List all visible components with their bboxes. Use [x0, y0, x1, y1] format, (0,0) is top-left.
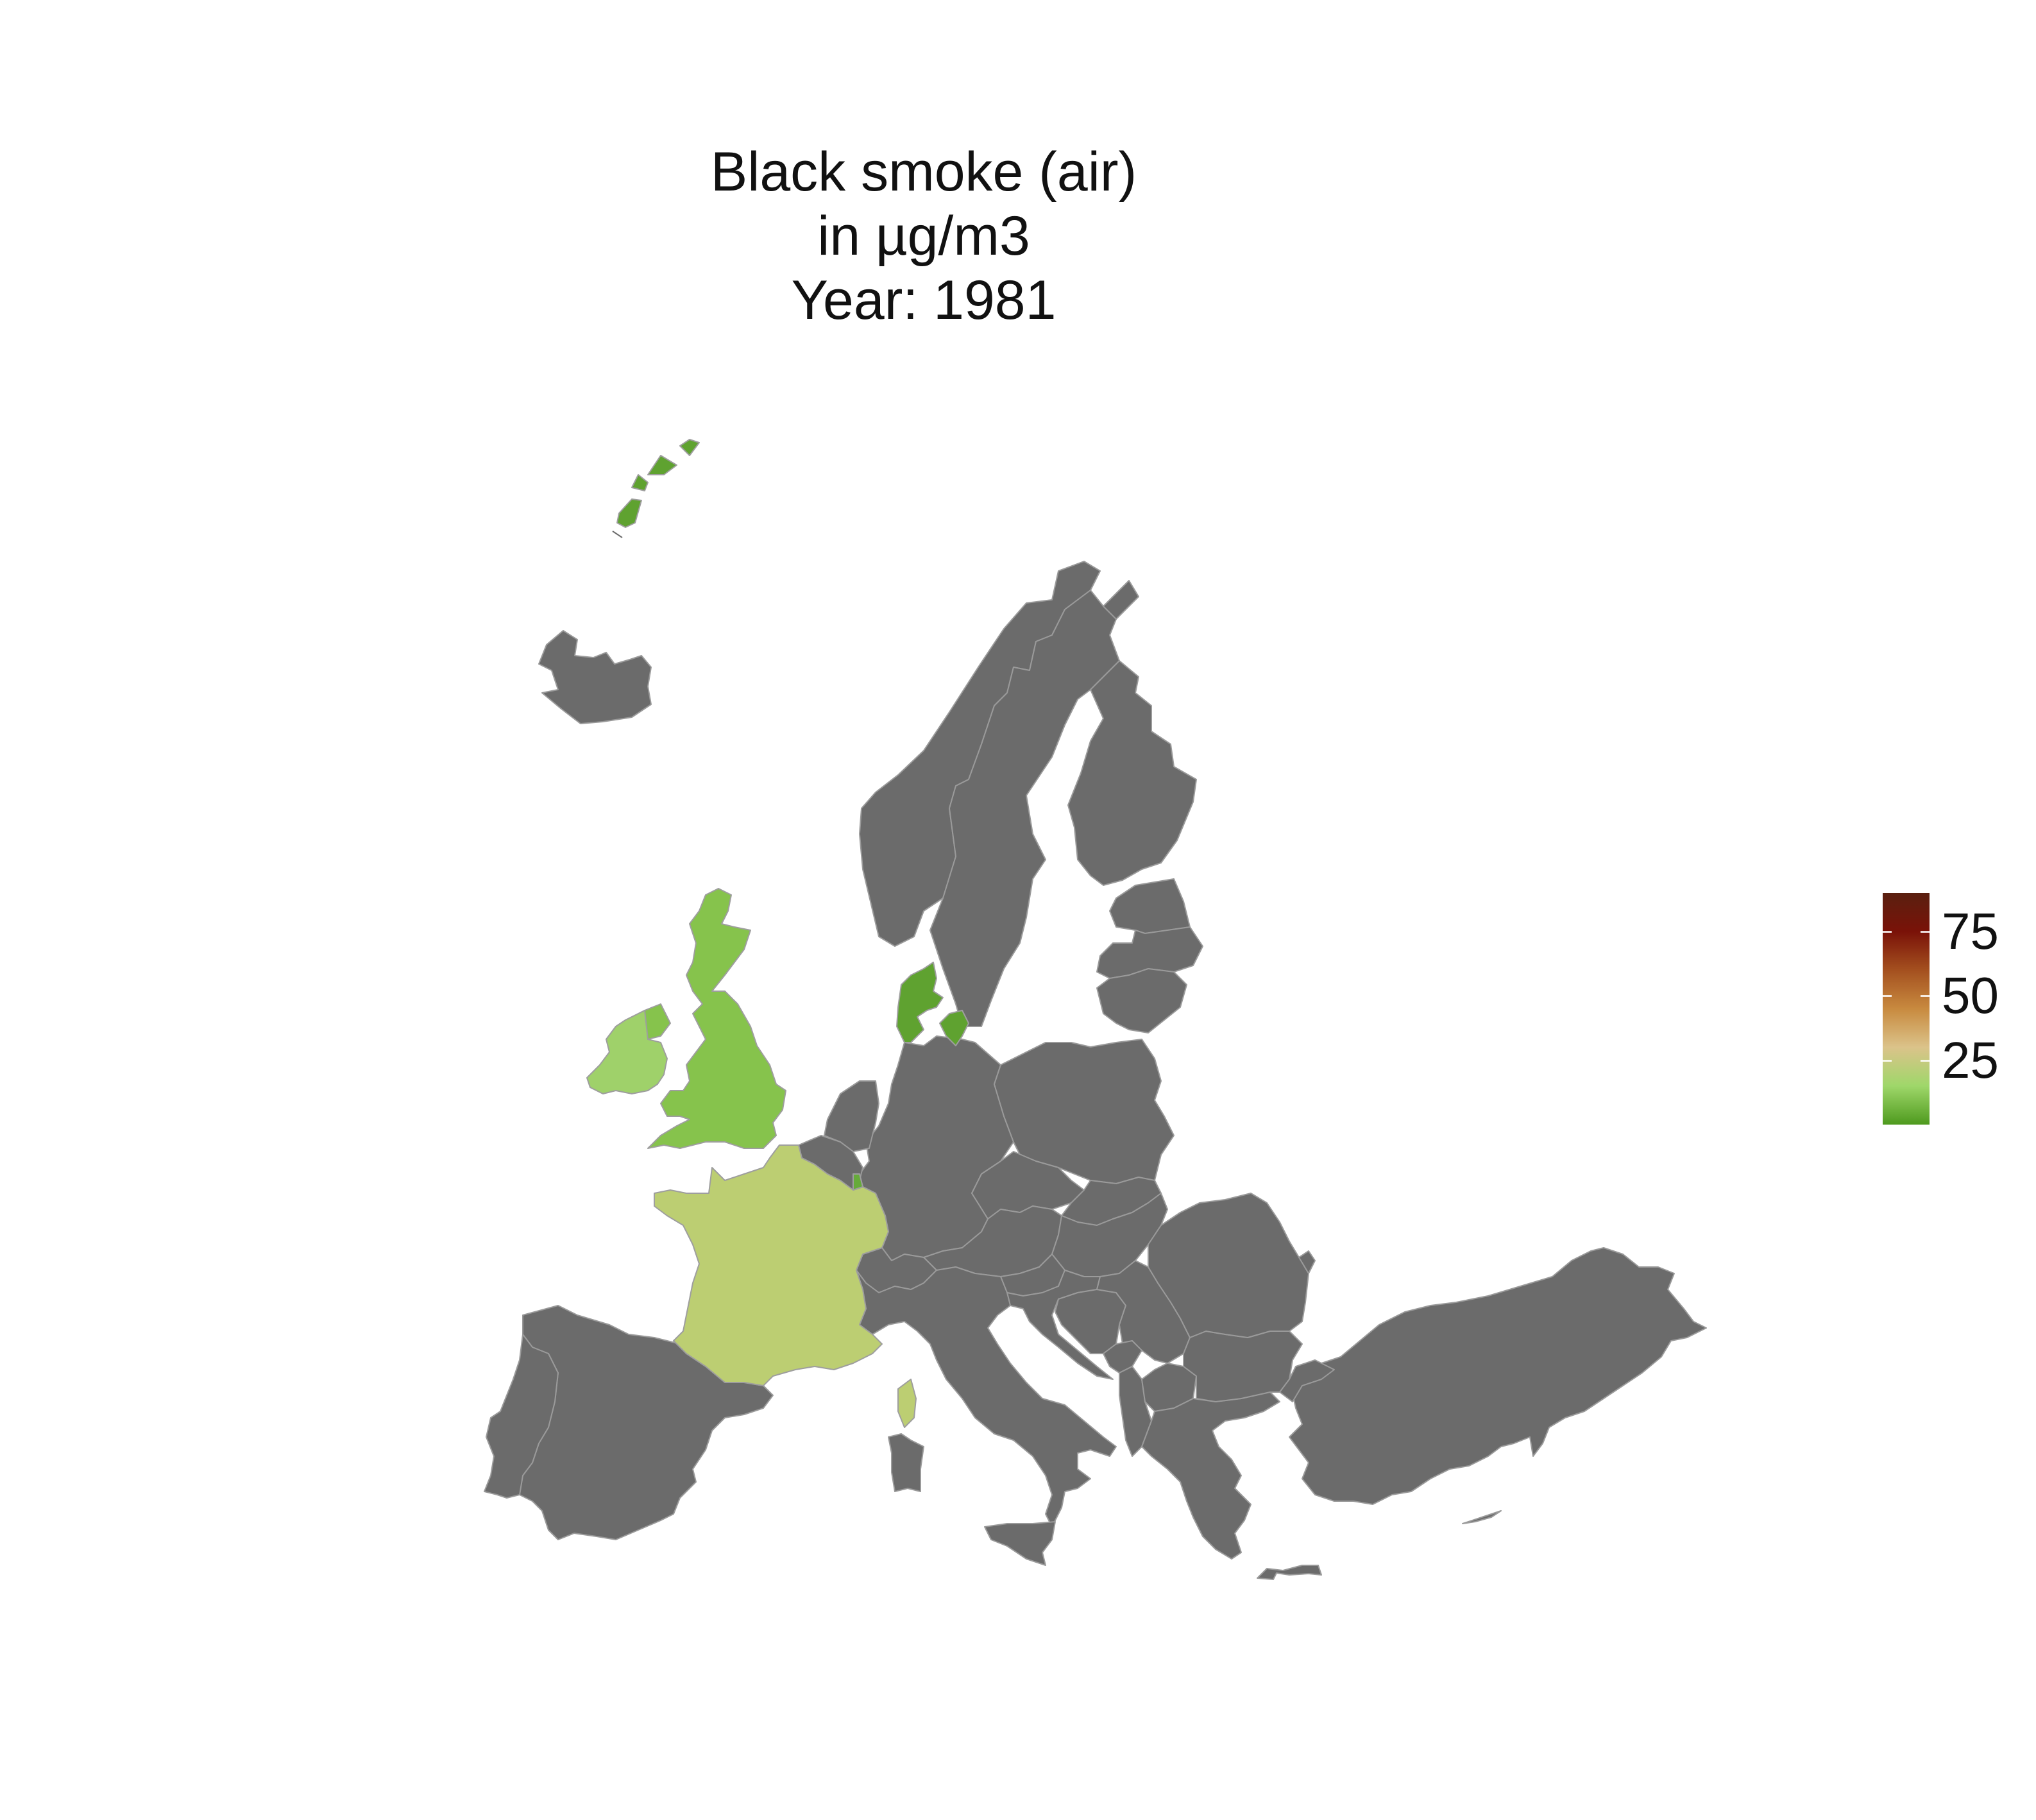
- legend-tick-label: 25: [1942, 1031, 1999, 1089]
- country-denmark: [896, 962, 944, 1043]
- country-northern-ireland: [644, 1003, 671, 1040]
- country-luxembourg: [853, 1173, 863, 1191]
- country-turkey: [1289, 1247, 1707, 1505]
- country-lithuania: [1096, 968, 1187, 1033]
- legend-tick-mark: [1921, 931, 1930, 933]
- legend-tick-label: 50: [1942, 967, 1999, 1025]
- country-france: [654, 1144, 889, 1386]
- legend-tick-label: 75: [1942, 903, 1999, 960]
- country-france-corsica: [897, 1379, 917, 1428]
- country-italy-sardinia: [888, 1433, 924, 1492]
- country-faroe-islands: [616, 498, 642, 528]
- country-montenegro: [1103, 1340, 1142, 1374]
- country-denmark-zealand: [939, 1010, 969, 1046]
- country-macedonia: [1141, 1363, 1197, 1412]
- legend-tick-mark: [1883, 995, 1892, 998]
- country-moldova: [1298, 1250, 1316, 1274]
- country-italy-sicily: [984, 1521, 1056, 1566]
- country-romania: [1148, 1193, 1309, 1338]
- legend-color-bar: [1883, 893, 1930, 1125]
- title-line-1: Black smoke (air): [710, 141, 1137, 203]
- country-faroe-islands-4: [679, 439, 700, 456]
- country-estonia: [1109, 878, 1191, 934]
- country-greece: [1141, 1391, 1280, 1560]
- country-greece-crete: [1257, 1565, 1322, 1580]
- country-faroe-islands-2: [631, 474, 649, 491]
- country-cyprus: [1462, 1510, 1502, 1524]
- legend-tick-mark: [1883, 931, 1892, 933]
- country-faroe-islands-3: [647, 455, 677, 475]
- legend-tick-mark: [1921, 1059, 1930, 1062]
- legend-tick-mark: [1921, 995, 1930, 998]
- country-portugal: [484, 1334, 559, 1499]
- country-iceland: [538, 630, 652, 724]
- country-croatia: [1006, 1270, 1114, 1380]
- country-finland: [1067, 580, 1197, 886]
- country-united-kingdom: [647, 888, 786, 1149]
- country-turkey-thrace: [1279, 1359, 1335, 1402]
- jan-mayen-mark: [612, 531, 623, 538]
- legend-tick-mark: [1883, 1059, 1892, 1062]
- title-line-3: Year: 1981: [791, 269, 1056, 331]
- country-italy: [856, 1266, 1117, 1527]
- title-line-2: in µg/m3: [817, 205, 1030, 267]
